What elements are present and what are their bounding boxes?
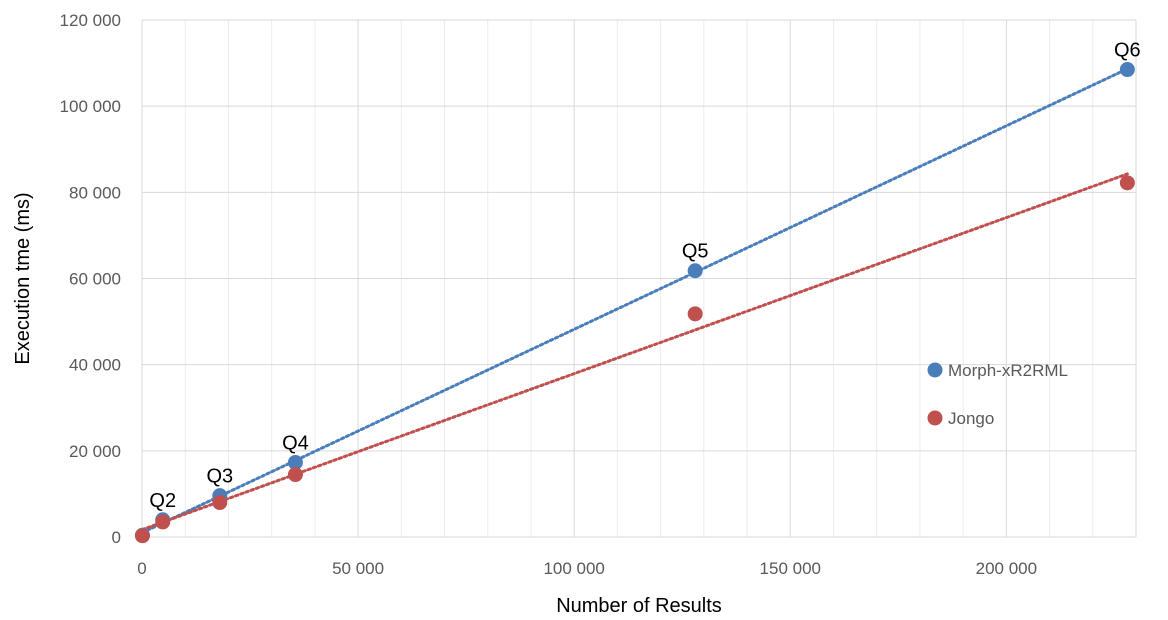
point-label: Q3	[206, 466, 233, 488]
data-point	[1119, 62, 1135, 78]
point-label: Q6	[1114, 40, 1141, 62]
legend-marker	[927, 410, 943, 426]
point-label: Q2	[149, 490, 176, 512]
legend: Morph-xR2RML Jongo	[927, 361, 1068, 428]
trendline	[140, 172, 1129, 532]
point-label: Q5	[682, 241, 709, 263]
x-axis-title: Number of Results	[556, 595, 722, 617]
legend-marker	[927, 362, 943, 378]
grid-lines	[141, 19, 1137, 538]
x-tick-label: 50 000	[332, 559, 384, 578]
tick-labels: 0 50 000 100 000 150 000 200 000 0 20 000 40 00…	[60, 11, 1038, 578]
y-tick-label: 20 000	[69, 442, 121, 461]
trendlines	[140, 67, 1129, 535]
data-point	[287, 467, 303, 483]
point-label: Q4	[282, 432, 309, 454]
y-tick-label: 0	[112, 528, 121, 547]
y-axis-title: Execution tme (ms)	[12, 192, 34, 364]
data-point	[212, 495, 228, 511]
y-tick-label: 80 000	[69, 183, 121, 202]
data-point	[687, 306, 703, 322]
y-tick-label: 120 000	[60, 11, 121, 30]
data-point	[155, 514, 171, 530]
x-tick-label: 100 000	[543, 559, 604, 578]
x-tick-label: 200 000	[976, 559, 1037, 578]
x-tick-label: 0	[137, 559, 146, 578]
trendline	[140, 67, 1129, 535]
data-point	[1119, 175, 1135, 191]
y-tick-label: 60 000	[69, 270, 121, 289]
y-tick-label: 100 000	[60, 97, 121, 116]
point-labels: Q2 Q3 Q4 Q5 Q6	[149, 40, 1140, 512]
data-point	[687, 263, 703, 279]
legend-label: Morph-xR2RML	[948, 361, 1068, 380]
legend-label: Jongo	[948, 409, 994, 428]
y-tick-label: 40 000	[69, 356, 121, 375]
data-point	[287, 454, 303, 470]
data-point	[134, 528, 150, 544]
x-tick-label: 150 000	[760, 559, 821, 578]
data-points	[134, 62, 1135, 544]
